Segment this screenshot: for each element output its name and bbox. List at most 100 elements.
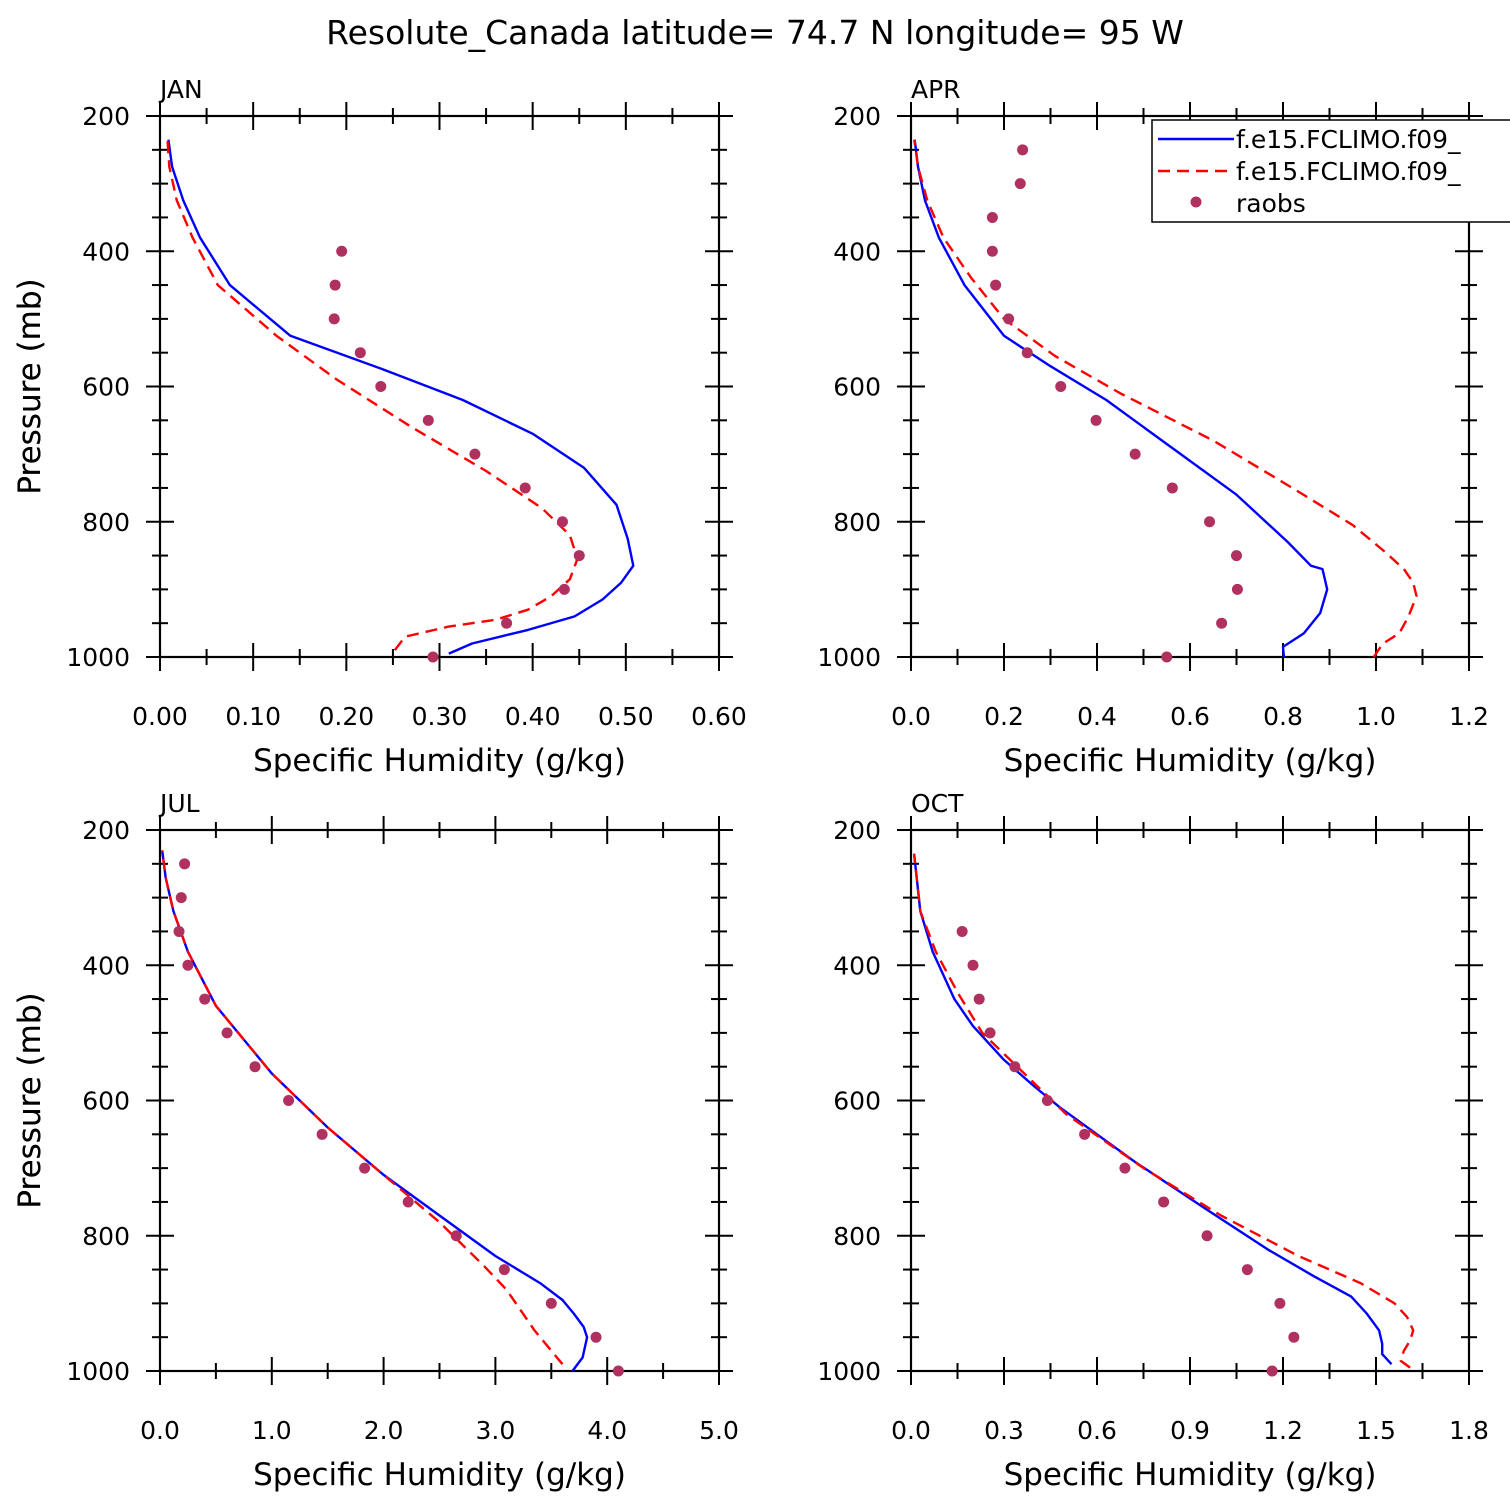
y-tick-label: 600 (833, 373, 881, 402)
x-tick-label: 0.60 (691, 702, 747, 731)
y-tick-label: 1000 (817, 1357, 881, 1386)
y-tick-label: 400 (833, 237, 881, 266)
x-tick-label: 3.0 (476, 1416, 516, 1445)
x-tick-label: 0.0 (891, 702, 931, 731)
y-tick-label: 400 (82, 237, 130, 266)
raobs-point (173, 925, 185, 937)
x-tick-label: 1.2 (1263, 1416, 1303, 1445)
raobs-point (1204, 516, 1216, 528)
x-tick-label: 1.0 (1356, 702, 1396, 731)
raobs-point (1009, 1061, 1021, 1073)
raobs-point (1041, 1095, 1053, 1106)
raobs-point (501, 617, 513, 629)
x-tick-label: 0.8 (1263, 702, 1303, 731)
x-tick-label: 0.50 (598, 702, 654, 731)
raobs-point (1119, 1162, 1131, 1174)
y-tick-label: 400 (833, 951, 881, 980)
y-axis-title: Pressure (mb) (12, 278, 48, 494)
raobs-point (1274, 1297, 1286, 1309)
x-tick-label: 0.10 (225, 702, 281, 731)
raobs-point (1158, 1196, 1170, 1208)
y-axis-title: Pressure (mb) (12, 992, 48, 1208)
series-line-model1 (161, 850, 589, 1372)
x-tick-label: 0.20 (318, 702, 374, 731)
y-tick-label: 1000 (66, 1357, 130, 1386)
y-tick-label: 800 (833, 1222, 881, 1251)
panel-jan: 0.00 0.10 0.20 0.30 0.40 0.50 0.60 200 400 600 800… (12, 75, 747, 779)
series-line-model2 (166, 139, 579, 651)
plot-frame (909, 828, 1471, 1373)
y-tick-label: 600 (82, 1087, 130, 1116)
raobs-point (1003, 313, 1015, 325)
raobs-point (990, 279, 1002, 291)
y-axis-title: Pressure (mb) (12, 992, 48, 1208)
panel-label: APR (911, 75, 961, 104)
panel-label: JUL (158, 789, 200, 818)
legend-label-model1: f.e15.FCLIMO.f09_ (1236, 125, 1461, 154)
series-line-model2 (912, 853, 1415, 1369)
panel-apr: 0.0 0.2 0.4 0.6 0.8 1.0 1.2 200 400 600 800 1000 APR… (12, 75, 1489, 779)
y-tick-label: 800 (82, 508, 130, 537)
raobs-point (329, 279, 341, 291)
raobs-point (221, 1027, 233, 1039)
x-tick-label: 0.2 (984, 702, 1024, 731)
raobs-point (179, 858, 191, 870)
series-line-model2 (161, 850, 564, 1365)
panel-oct: 0.0 0.3 0.6 0.9 1.2 1.5 1.8 200 400 600 800 1000 OCT… (12, 789, 1489, 1493)
series-line-model1 (167, 139, 635, 655)
raobs-point (1090, 414, 1102, 426)
y-tick-label: 600 (833, 1087, 881, 1116)
raobs-point (967, 959, 979, 971)
raobs-point (1129, 448, 1141, 460)
raobs-point (316, 1128, 328, 1140)
raobs-point (354, 347, 366, 359)
raobs-point (1079, 1128, 1091, 1140)
panel-jul: 0.0 1.0 2.0 3.0 4.0 5.0 200 400 600 800 1000 JUL Spe… (12, 789, 739, 1493)
raobs-point (984, 1027, 996, 1039)
raobs-point (986, 245, 998, 257)
raobs-point (328, 313, 340, 325)
x-tick-label: 0.6 (1077, 1416, 1117, 1445)
x-tick-label: 0.3 (984, 1416, 1024, 1445)
raobs-point (283, 1095, 295, 1106)
x-tick-label: 0.0 (140, 1416, 180, 1445)
raobs-point (590, 1331, 602, 1343)
panel-label: OCT (911, 789, 964, 818)
raobs-point (1166, 482, 1178, 494)
x-axis-title: Specific Humidity (g/kg) (1004, 1457, 1377, 1493)
raobs-point (336, 245, 348, 257)
x-axis-title: Specific Humidity (g/kg) (253, 743, 626, 779)
raobs-point (956, 925, 968, 937)
y-tick-label: 1000 (817, 643, 881, 672)
x-axis-title: Specific Humidity (g/kg) (253, 1457, 626, 1493)
plot-frame (158, 114, 721, 659)
legend: f.e15.FCLIMO.f09_ f.e15.FCLIMO.f09_ raob… (1151, 119, 1510, 223)
raobs-point (402, 1196, 414, 1208)
raobs-point (1241, 1264, 1253, 1276)
y-tick-label: 200 (833, 102, 881, 131)
raobs-point (1014, 178, 1026, 190)
x-tick-label: 0.00 (132, 702, 188, 731)
raobs-point (469, 448, 481, 460)
raobs-point (498, 1264, 510, 1276)
legend-label-raobs: raobs (1236, 189, 1306, 218)
raobs-point (249, 1061, 261, 1073)
x-tick-label: 2.0 (364, 1416, 404, 1445)
raobs-point (1288, 1331, 1300, 1343)
x-tick-label: 4.0 (587, 1416, 627, 1445)
x-axis-title: Specific Humidity (g/kg) (1004, 743, 1377, 779)
figure-title: Resolute_Canada latitude= 74.7 N longitu… (326, 13, 1184, 52)
raobs-point (1055, 381, 1067, 392)
series-line-model1 (912, 853, 1393, 1366)
y-tick-label: 400 (82, 951, 130, 980)
legend-label-model2: f.e15.FCLIMO.f09_ (1236, 157, 1461, 186)
raobs-point (1216, 617, 1228, 629)
y-tick-label: 200 (82, 102, 130, 131)
raobs-point (573, 550, 585, 562)
x-tick-label: 1.8 (1449, 1416, 1489, 1445)
raobs-point (422, 414, 434, 426)
x-tick-label: 0.30 (412, 702, 468, 731)
y-tick-label: 200 (82, 816, 130, 845)
y-tick-label: 600 (82, 373, 130, 402)
